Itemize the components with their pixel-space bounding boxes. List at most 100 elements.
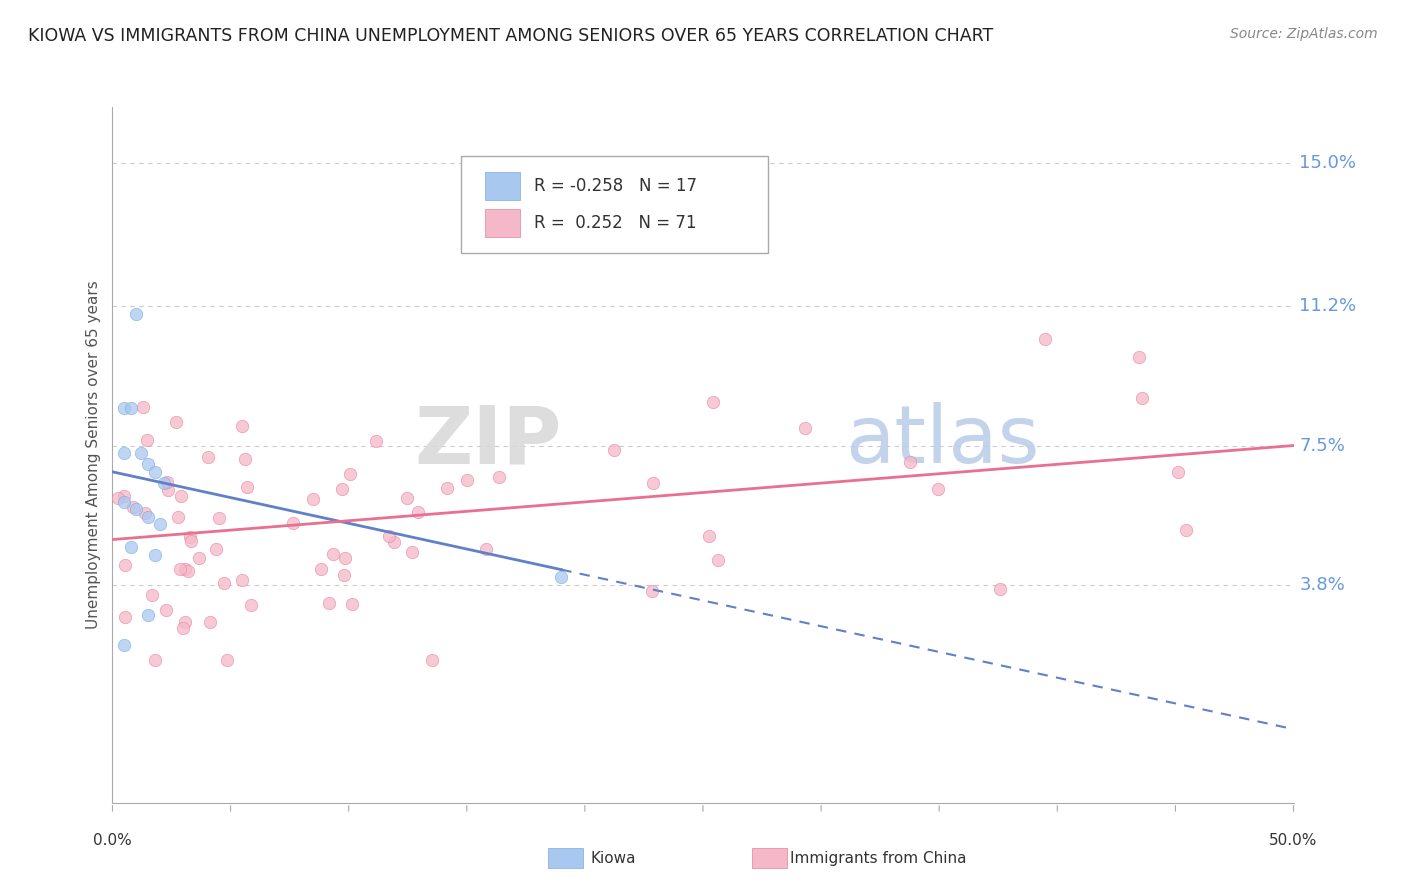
- Point: [172, 621, 194, 635]
- Point: [702, 394, 724, 409]
- Point: [179, 530, 201, 544]
- Point: [125, 502, 148, 516]
- Point: [156, 475, 179, 489]
- Point: [641, 476, 664, 491]
- Point: [215, 653, 238, 667]
- Point: [187, 551, 209, 566]
- Text: KIOWA VS IMMIGRANTS FROM CHINA UNEMPLOYMENT AMONG SENIORS OVER 65 YEARS CORRELAT: KIOWA VS IMMIGRANTS FROM CHINA UNEMPLOYM…: [28, 27, 994, 45]
- Point: [136, 458, 159, 472]
- Point: [1174, 523, 1197, 537]
- Point: [122, 500, 145, 515]
- Text: 11.2%: 11.2%: [1299, 297, 1357, 316]
- Text: Immigrants from China: Immigrants from China: [790, 851, 967, 865]
- Point: [169, 562, 191, 576]
- Text: atlas: atlas: [845, 402, 1039, 480]
- Text: ZIP: ZIP: [413, 402, 561, 480]
- Point: [112, 401, 135, 415]
- Point: [697, 528, 720, 542]
- Point: [339, 467, 361, 482]
- Point: [401, 544, 423, 558]
- Point: [153, 476, 176, 491]
- Point: [1033, 332, 1056, 346]
- Point: [112, 489, 135, 503]
- Point: [156, 483, 179, 497]
- Point: [208, 510, 231, 524]
- Point: [107, 491, 129, 505]
- Point: [114, 558, 136, 573]
- Point: [1130, 391, 1153, 405]
- Point: [1167, 466, 1189, 480]
- Point: [322, 547, 344, 561]
- Point: [177, 564, 200, 578]
- Point: [406, 505, 429, 519]
- Point: [488, 470, 510, 484]
- Point: [240, 599, 263, 613]
- Point: [231, 573, 253, 587]
- FancyBboxPatch shape: [461, 156, 768, 253]
- Point: [309, 562, 332, 576]
- Point: [707, 552, 730, 566]
- Point: [136, 607, 159, 622]
- Point: [155, 603, 177, 617]
- Point: [603, 442, 626, 457]
- Point: [112, 495, 135, 509]
- Point: [318, 596, 340, 610]
- Point: [132, 401, 155, 415]
- Point: [129, 446, 152, 460]
- Point: [333, 567, 356, 582]
- Point: [641, 583, 664, 598]
- Point: [173, 615, 195, 629]
- Point: [141, 588, 163, 602]
- Point: [149, 517, 172, 532]
- Point: [204, 541, 226, 556]
- Point: [378, 529, 401, 543]
- Point: [382, 534, 405, 549]
- Point: [233, 451, 256, 466]
- Point: [898, 455, 921, 469]
- Point: [231, 419, 253, 434]
- Point: [143, 548, 166, 562]
- Point: [420, 653, 443, 667]
- Text: Kiowa: Kiowa: [591, 851, 636, 865]
- Point: [165, 415, 187, 429]
- Point: [302, 491, 325, 506]
- Text: 15.0%: 15.0%: [1299, 154, 1357, 172]
- Point: [364, 434, 387, 449]
- Point: [166, 510, 188, 524]
- Point: [143, 653, 166, 667]
- Point: [136, 510, 159, 524]
- Point: [396, 491, 419, 506]
- Point: [120, 401, 142, 415]
- Point: [125, 307, 148, 321]
- Point: [340, 597, 363, 611]
- Text: R = -0.258   N = 17: R = -0.258 N = 17: [534, 178, 697, 195]
- Point: [136, 433, 159, 447]
- Point: [114, 610, 136, 624]
- Point: [474, 542, 496, 557]
- Point: [927, 482, 949, 496]
- Point: [112, 446, 135, 460]
- Point: [198, 615, 221, 629]
- Text: 0.0%: 0.0%: [93, 833, 132, 848]
- Point: [330, 483, 353, 497]
- Point: [134, 506, 156, 520]
- Point: [212, 575, 235, 590]
- Text: R =  0.252   N = 71: R = 0.252 N = 71: [534, 214, 696, 232]
- Point: [143, 465, 166, 479]
- Bar: [485, 209, 520, 236]
- Point: [1128, 351, 1150, 365]
- Point: [112, 638, 135, 652]
- Text: 3.8%: 3.8%: [1299, 575, 1346, 594]
- Point: [550, 570, 572, 584]
- Point: [456, 473, 478, 487]
- Bar: [485, 172, 520, 200]
- Text: 7.5%: 7.5%: [1299, 436, 1346, 455]
- Point: [120, 540, 142, 554]
- Point: [281, 516, 304, 531]
- Point: [173, 562, 195, 576]
- Point: [436, 481, 458, 495]
- Point: [170, 489, 193, 503]
- Point: [794, 421, 817, 435]
- Point: [333, 550, 356, 565]
- Point: [197, 450, 219, 464]
